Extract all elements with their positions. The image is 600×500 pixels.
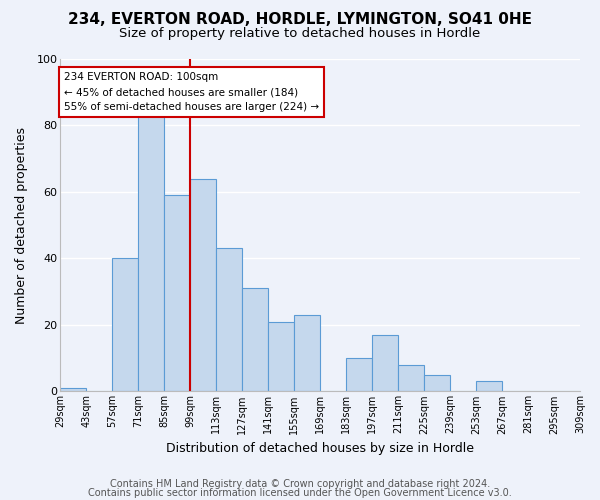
Text: 234, EVERTON ROAD, HORDLE, LYMINGTON, SO41 0HE: 234, EVERTON ROAD, HORDLE, LYMINGTON, SO… <box>68 12 532 28</box>
Bar <box>424 375 450 392</box>
Bar <box>216 248 242 392</box>
Bar <box>294 315 320 392</box>
Bar <box>476 382 502 392</box>
Bar <box>398 365 424 392</box>
Bar <box>112 258 138 392</box>
Text: Contains public sector information licensed under the Open Government Licence v3: Contains public sector information licen… <box>88 488 512 498</box>
Text: Size of property relative to detached houses in Hordle: Size of property relative to detached ho… <box>119 28 481 40</box>
Bar <box>268 322 294 392</box>
Bar <box>60 388 86 392</box>
Text: Contains HM Land Registry data © Crown copyright and database right 2024.: Contains HM Land Registry data © Crown c… <box>110 479 490 489</box>
Bar <box>372 335 398 392</box>
Y-axis label: Number of detached properties: Number of detached properties <box>15 126 28 324</box>
Bar <box>190 178 216 392</box>
Bar <box>164 196 190 392</box>
X-axis label: Distribution of detached houses by size in Hordle: Distribution of detached houses by size … <box>166 442 474 455</box>
Bar <box>242 288 268 392</box>
Bar <box>138 112 164 392</box>
Text: 234 EVERTON ROAD: 100sqm
← 45% of detached houses are smaller (184)
55% of semi-: 234 EVERTON ROAD: 100sqm ← 45% of detach… <box>64 72 319 112</box>
Bar <box>346 358 372 392</box>
